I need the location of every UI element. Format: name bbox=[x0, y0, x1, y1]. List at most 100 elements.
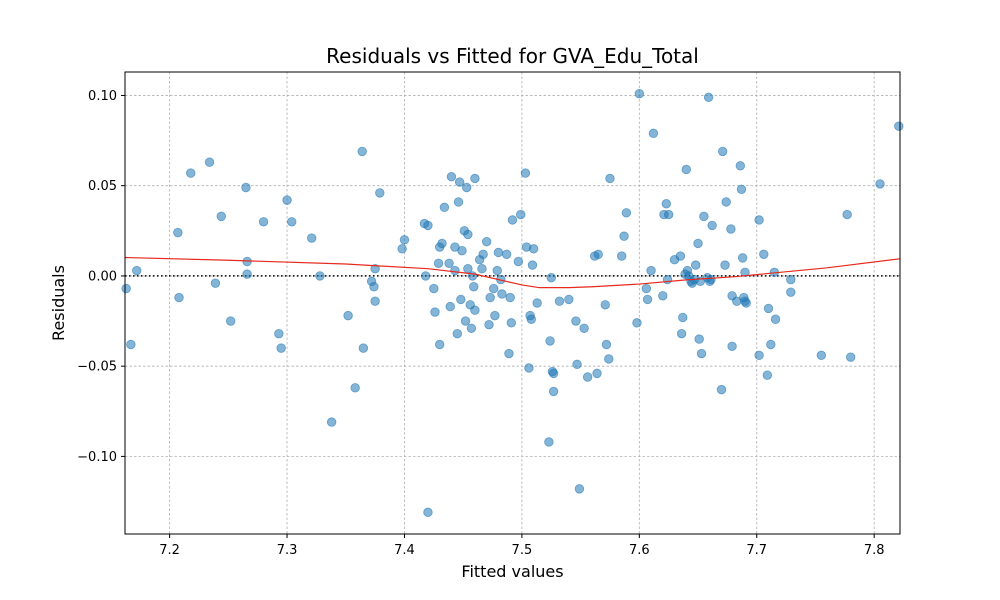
data-point bbox=[621, 208, 632, 218]
data-point bbox=[675, 251, 686, 261]
x-tick-label: 7.2 bbox=[159, 543, 180, 558]
data-point bbox=[546, 273, 556, 283]
data-point bbox=[661, 199, 672, 209]
data-point bbox=[370, 296, 380, 306]
data-point bbox=[357, 146, 367, 157]
data-point bbox=[369, 282, 379, 292]
data-point bbox=[174, 292, 184, 303]
data-point bbox=[894, 121, 904, 131]
data-point bbox=[572, 359, 582, 370]
data-point bbox=[632, 318, 642, 328]
data-point bbox=[766, 339, 776, 350]
data-point bbox=[721, 197, 731, 207]
data-point bbox=[358, 343, 369, 353]
data-point bbox=[693, 238, 703, 249]
plot-frame bbox=[124, 71, 901, 535]
data-point bbox=[548, 386, 559, 397]
data-point bbox=[423, 220, 433, 231]
data-point bbox=[694, 334, 704, 344]
data-point bbox=[527, 260, 538, 270]
x-tick-label: 7.8 bbox=[864, 543, 885, 558]
data-point bbox=[770, 314, 781, 324]
data-point bbox=[121, 283, 131, 294]
data-point bbox=[554, 296, 565, 306]
data-point bbox=[173, 227, 183, 238]
data-point bbox=[470, 305, 480, 315]
data-point bbox=[460, 316, 471, 326]
data-point bbox=[463, 229, 473, 240]
y-tick-label: 0.05 bbox=[88, 179, 117, 194]
data-point bbox=[676, 328, 687, 339]
lowess-curve bbox=[124, 256, 901, 289]
data-point bbox=[282, 195, 292, 205]
data-point bbox=[740, 267, 750, 278]
data-point bbox=[601, 339, 612, 350]
data-point bbox=[375, 188, 385, 198]
data-point bbox=[452, 328, 463, 339]
y-tick-label: −0.10 bbox=[77, 450, 117, 465]
data-point bbox=[619, 231, 629, 241]
y-axis-ticks: −0.10 −0.05 0.00 0.05 0.10 bbox=[77, 89, 125, 465]
data-point bbox=[225, 316, 236, 326]
data-point bbox=[548, 368, 559, 379]
data-point bbox=[399, 235, 410, 245]
data-point bbox=[490, 310, 500, 321]
data-point bbox=[735, 161, 746, 171]
data-point bbox=[579, 323, 589, 333]
y-tick-label: 0.10 bbox=[88, 89, 117, 104]
data-point bbox=[707, 220, 717, 231]
data-point bbox=[469, 282, 479, 292]
data-point bbox=[506, 318, 517, 328]
data-point bbox=[444, 258, 454, 268]
data-point bbox=[634, 88, 645, 99]
data-point bbox=[477, 264, 487, 274]
x-tick-label: 7.5 bbox=[512, 543, 533, 558]
data-point bbox=[663, 209, 674, 220]
data-point bbox=[762, 370, 773, 380]
data-point bbox=[574, 484, 585, 494]
data-point bbox=[662, 274, 673, 285]
data-point bbox=[485, 292, 495, 303]
data-point bbox=[478, 249, 488, 259]
data-point bbox=[842, 209, 852, 220]
x-tick-label: 7.3 bbox=[277, 543, 298, 558]
data-point bbox=[501, 249, 512, 259]
data-point bbox=[706, 274, 716, 285]
data-point bbox=[126, 339, 136, 350]
data-point bbox=[470, 173, 480, 184]
data-point bbox=[505, 292, 515, 303]
data-point bbox=[699, 211, 709, 222]
data-point bbox=[454, 177, 465, 187]
x-tick-label: 7.7 bbox=[746, 543, 767, 558]
data-point bbox=[582, 372, 593, 382]
data-point bbox=[307, 233, 317, 243]
y-axis-label: Residuals bbox=[49, 265, 68, 341]
data-point bbox=[504, 348, 514, 359]
data-point bbox=[845, 352, 856, 362]
data-point bbox=[816, 350, 827, 361]
data-point bbox=[703, 92, 714, 102]
data-point bbox=[786, 274, 796, 285]
data-point bbox=[462, 182, 472, 193]
data-point bbox=[571, 316, 581, 326]
x-axis-ticks: 7.2 7.3 7.4 7.5 7.6 7.7 7.8 bbox=[159, 534, 885, 558]
data-point bbox=[696, 348, 707, 359]
data-point bbox=[720, 260, 730, 270]
data-point bbox=[434, 339, 445, 350]
data-point bbox=[754, 350, 764, 361]
data-point bbox=[678, 312, 688, 323]
data-point bbox=[481, 236, 492, 247]
data-point bbox=[641, 283, 652, 294]
data-point bbox=[315, 271, 325, 281]
data-point bbox=[397, 244, 407, 254]
y-tick-label: 0.00 bbox=[88, 269, 117, 284]
data-point bbox=[875, 179, 885, 189]
data-point bbox=[497, 289, 507, 299]
data-point bbox=[726, 224, 736, 234]
data-point bbox=[216, 211, 226, 222]
data-point bbox=[786, 287, 796, 297]
data-point bbox=[593, 249, 603, 259]
data-point bbox=[466, 323, 477, 333]
